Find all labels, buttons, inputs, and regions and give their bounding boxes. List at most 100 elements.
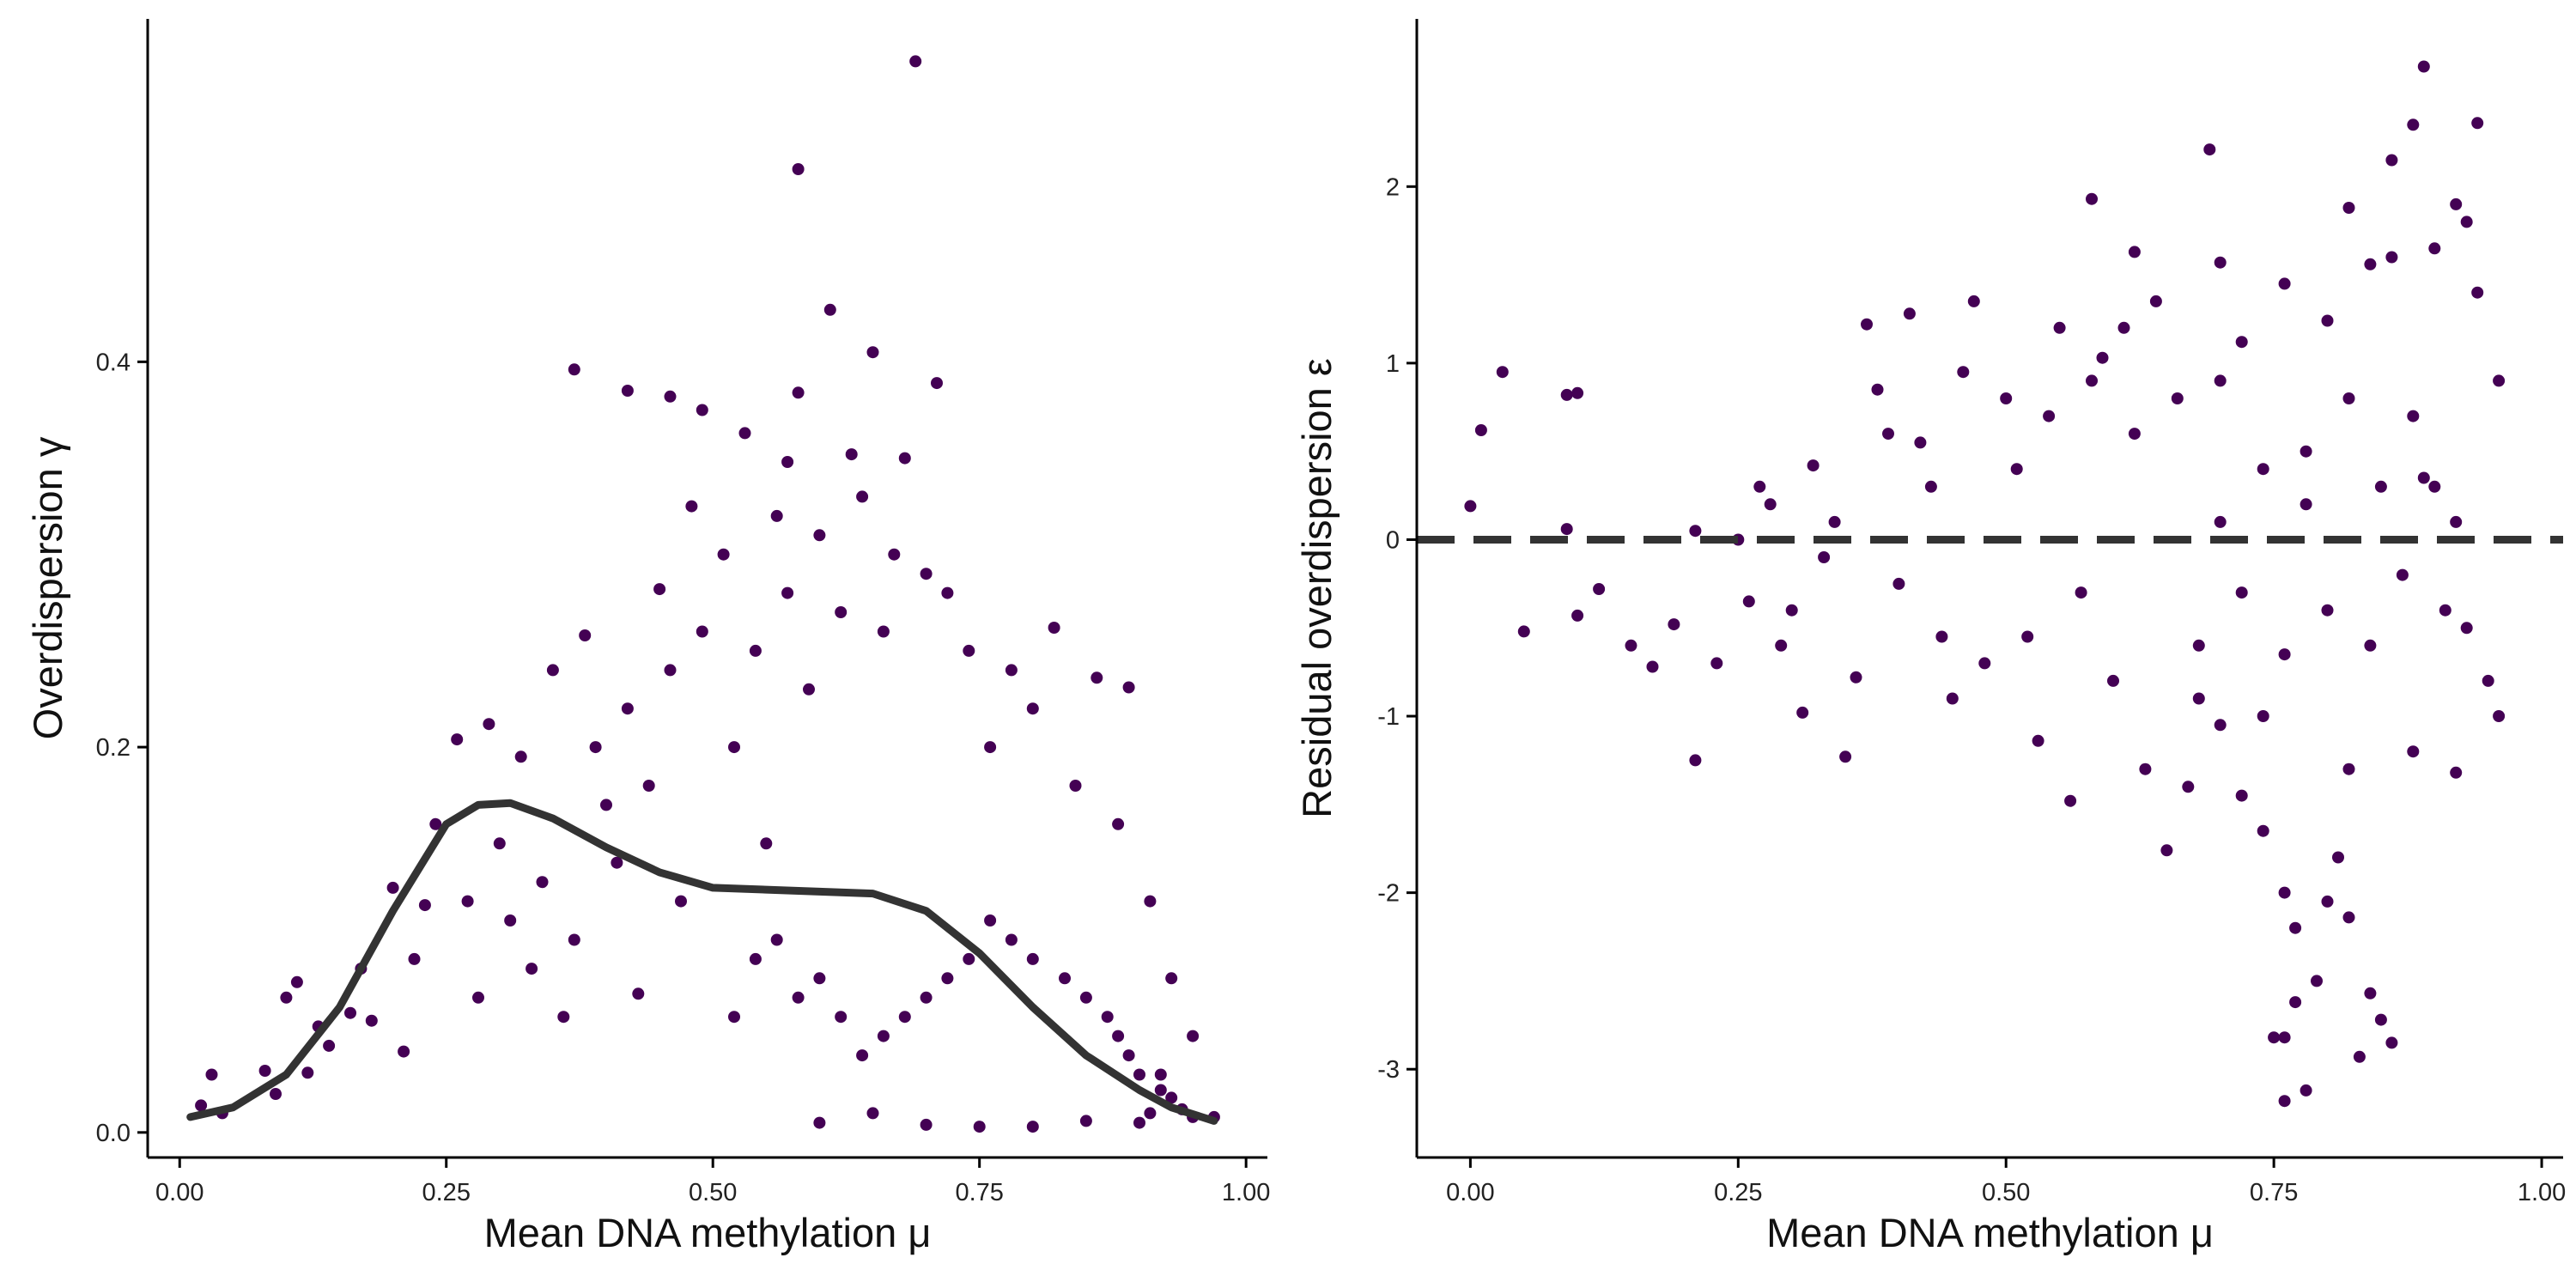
data-point-84: [2192, 639, 2205, 652]
data-point-9: [1496, 366, 1509, 379]
data-point-29: [483, 718, 495, 731]
data-point-84: [866, 1107, 879, 1120]
data-point-100: [2493, 710, 2506, 722]
left-axes: [146, 19, 1267, 1159]
data-point-40: [2160, 844, 2173, 857]
data-point-60: [770, 509, 783, 522]
data-point-110: [856, 1049, 869, 1062]
data-point-48: [536, 876, 549, 889]
data-point-63: [813, 529, 826, 542]
data-point-49: [557, 1011, 570, 1024]
data-point-42: [2214, 719, 2227, 732]
data-point-31: [1946, 692, 1959, 705]
data-point-79: [2086, 374, 2098, 387]
y-tick-label: -3: [1377, 1056, 1400, 1084]
data-point-25: [1818, 551, 1831, 563]
data-point-21: [323, 1039, 336, 1052]
data-point-44: [408, 952, 421, 965]
data-point-22: [1753, 480, 1766, 493]
data-point-17: [1625, 639, 1637, 652]
data-point-34: [2032, 734, 2044, 747]
y-tick-label: 1: [1386, 350, 1400, 378]
data-point-98: [1112, 1030, 1125, 1042]
data-point-16: [1571, 609, 1584, 622]
data-point-67: [1828, 515, 1841, 528]
data-point-65: [856, 490, 869, 503]
data-point-62: [1710, 657, 1723, 670]
data-point-87: [1026, 1121, 1039, 1133]
right-y-axis-title: Residual overdispersion ε: [1294, 358, 1340, 818]
data-point-8: [696, 404, 708, 416]
y-tick-label: -2: [1377, 880, 1400, 908]
data-point-109: [877, 1030, 890, 1042]
data-point-85: [2214, 374, 2227, 387]
data-point-46: [2289, 921, 2302, 934]
data-point-107: [920, 991, 933, 1004]
x-tick-label: 1.00: [2518, 1179, 2566, 1206]
x-tick-label: 0.50: [1982, 1179, 2030, 1206]
left-x-ticks: 0.00 0.25 0.50 0.75 1.00: [155, 1157, 1270, 1206]
data-point-77: [2043, 410, 2056, 422]
data-point-76: [1091, 671, 1103, 684]
right-x-axis-title: Mean DNA methylation μ: [1766, 1210, 2214, 1255]
data-point-90: [2321, 314, 2334, 327]
data-point-17: [270, 1088, 282, 1100]
data-point-99: [2493, 374, 2506, 387]
data-point-95: [1133, 1068, 1145, 1081]
data-point-41: [258, 1065, 271, 1077]
data-point-88: [2278, 277, 2291, 290]
data-point-71: [984, 741, 997, 754]
data-point-94: [2407, 745, 2420, 758]
data-point-81: [1187, 1030, 1200, 1042]
data-point-29: [1903, 307, 1916, 320]
data-point-60: [1593, 583, 1606, 595]
x-tick-label: 0.75: [955, 1179, 1003, 1206]
data-point-106: [2460, 622, 2473, 635]
y-tick-label: -1: [1377, 703, 1400, 731]
data-point-11: [898, 452, 911, 465]
data-point-20: [301, 1066, 314, 1079]
data-point-101: [2471, 286, 2484, 299]
data-point-53: [664, 664, 677, 677]
data-point-70: [963, 644, 975, 657]
data-point-34: [568, 933, 580, 946]
data-point-19: [1689, 525, 1702, 538]
data-point-57: [2353, 1050, 2366, 1063]
data-point-24: [1796, 706, 1809, 719]
data-point-73: [1957, 366, 1970, 379]
data-point-113: [2321, 604, 2334, 617]
data-point-77: [1112, 817, 1125, 830]
data-point-16: [205, 1068, 218, 1081]
data-point-61: [1646, 660, 1659, 673]
data-point-72: [1005, 664, 1018, 677]
data-point-0: [2417, 60, 2430, 73]
x-tick-label: 0.00: [1446, 1179, 1494, 1206]
data-point-86: [2235, 336, 2248, 349]
data-point-78: [1122, 681, 1135, 694]
data-point-106: [941, 972, 954, 985]
data-point-95: [2428, 242, 2441, 255]
data-point-4: [2385, 154, 2398, 167]
x-tick-label: 0.50: [689, 1179, 737, 1206]
data-point-87: [2257, 710, 2269, 722]
right-y-ticks: -3 -2 -1 0 1 2: [1377, 173, 1417, 1084]
data-point-54: [2364, 987, 2377, 999]
data-point-115: [749, 952, 762, 965]
data-point-47: [2311, 975, 2323, 987]
data-point-36: [2064, 794, 2077, 807]
data-point-38: [2117, 321, 2130, 334]
y-tick-label: 0.2: [96, 734, 131, 762]
x-tick-label: 0.25: [422, 1179, 471, 1206]
data-point-50: [2342, 911, 2355, 924]
data-point-108: [898, 1011, 911, 1024]
data-point-3: [568, 363, 580, 376]
data-point-62: [803, 683, 815, 696]
data-point-45: [429, 817, 442, 830]
y-tick-label: 2: [1386, 173, 1400, 201]
data-point-91: [2342, 762, 2355, 775]
right-scatter-points: [1464, 60, 2506, 1108]
data-point-27: [451, 733, 464, 746]
data-point-51: [611, 856, 623, 869]
data-point-74: [1048, 622, 1060, 634]
data-point-40: [685, 500, 698, 513]
